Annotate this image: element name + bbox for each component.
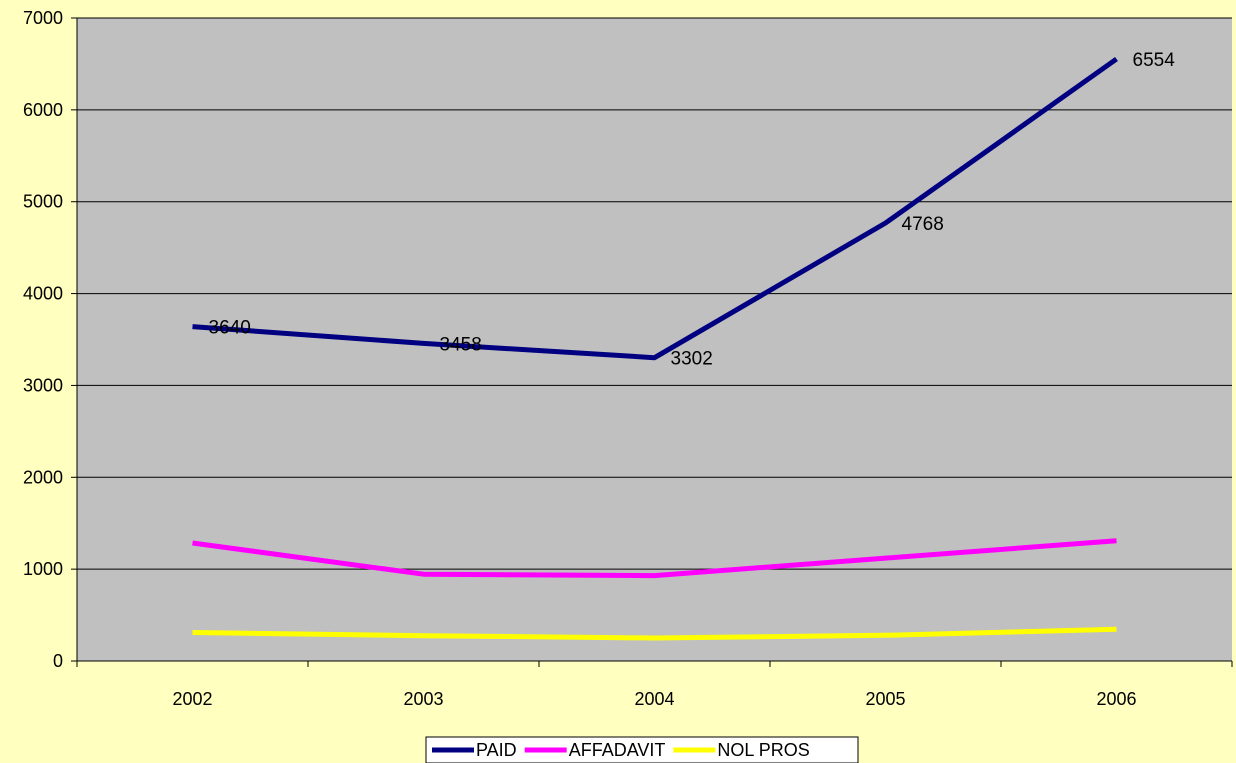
legend: PAID AFFADAVIT NOL PROS xyxy=(425,736,859,763)
series-lines xyxy=(192,56,1118,641)
data-labels: 3640 3458 3302 4768 6554 xyxy=(209,50,1176,370)
y-tick-label: 1000 xyxy=(23,559,63,579)
series-line-paid xyxy=(192,56,1118,361)
legend-label-nol-pros: NOL PROS xyxy=(717,740,809,760)
legend-label-paid: PAID xyxy=(476,740,517,760)
grid-lines xyxy=(77,17,1232,570)
x-tick-label: 2005 xyxy=(865,689,905,709)
y-tick-label: 7000 xyxy=(23,8,63,28)
data-label: 3640 xyxy=(209,318,251,339)
x-tick-label: 2002 xyxy=(172,689,212,709)
legend-label-affadavit: AFFADAVIT xyxy=(569,740,666,760)
x-axis-ticks: 2002 2003 2004 2005 2006 xyxy=(76,661,1233,709)
data-label: 6554 xyxy=(1133,50,1176,71)
y-tick-label: 5000 xyxy=(23,192,63,212)
data-label: 3302 xyxy=(671,349,713,370)
x-tick-label: 2004 xyxy=(634,689,674,709)
data-label: 4768 xyxy=(902,214,944,235)
y-tick-label: 0 xyxy=(53,651,63,671)
y-tick-label: 3000 xyxy=(23,375,63,395)
series-line-affadavit xyxy=(192,538,1117,579)
y-axis-ticks: 0 1000 2000 3000 4000 5000 6000 7000 xyxy=(23,8,77,671)
plot-area xyxy=(77,18,1232,661)
legend-box xyxy=(425,736,859,763)
series-line-nol-pros xyxy=(192,626,1117,641)
data-label: 3458 xyxy=(440,334,482,355)
x-tick-label: 2003 xyxy=(403,689,443,709)
y-tick-label: 4000 xyxy=(23,284,63,304)
y-tick-label: 2000 xyxy=(23,467,63,487)
x-tick-label: 2006 xyxy=(1096,689,1136,709)
y-tick-label: 6000 xyxy=(23,100,63,120)
